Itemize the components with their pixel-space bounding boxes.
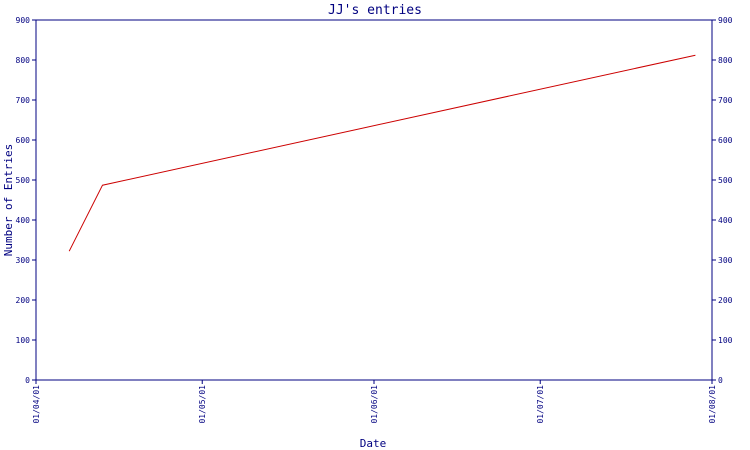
chart-title: JJ's entries [328,3,422,18]
y-tick-label-right-8: 800 [718,56,733,65]
x-tick-label-1: 01/05/01 [198,385,207,424]
y-tick-label-left-4: 400 [16,216,31,225]
y-tick-label-right-7: 700 [718,96,733,105]
y-axis-title: Number of Entries [2,144,15,257]
y-tick-label-left-8: 800 [16,56,31,65]
y-tick-label-right-0: 0 [718,376,723,385]
x-tick-label-3: 01/07/01 [536,385,545,424]
y-tick-label-right-9: 900 [718,16,733,25]
y-tick-label-left-1: 100 [16,336,31,345]
y-tick-label-right-2: 200 [718,296,733,305]
y-axis-right: 0 100 200 300 400 500 600 700 800 900 [712,16,733,385]
y-tick-label-left-0: 0 [25,376,30,385]
y-tick-label-left-3: 300 [16,256,31,265]
y-tick-label-left-7: 700 [16,96,31,105]
y-tick-label-left-5: 500 [16,176,31,185]
x-axis: 01/04/01 01/05/01 01/06/01 01/07/01 01/08/01 [32,380,717,424]
x-tick-label-2: 01/06/01 [370,385,379,424]
series-line-0 [68,54,696,252]
x-axis-title: Date [360,437,387,450]
y-tick-label-right-3: 300 [718,256,733,265]
series-layer [68,54,696,252]
x-tick-label-0: 01/04/01 [32,385,41,424]
y-axis-left: 0 100 200 300 400 500 600 700 800 900 [16,16,36,385]
y-tick-label-right-4: 400 [718,216,733,225]
y-tick-label-left-6: 600 [16,136,31,145]
x-tick-label-4: 01/08/01 [708,385,717,424]
y-tick-label-right-1: 100 [718,336,733,345]
y-tick-label-right-6: 600 [718,136,733,145]
y-tick-label-left-2: 200 [16,296,31,305]
y-tick-label-right-5: 500 [718,176,733,185]
y-tick-label-left-9: 900 [16,16,31,25]
